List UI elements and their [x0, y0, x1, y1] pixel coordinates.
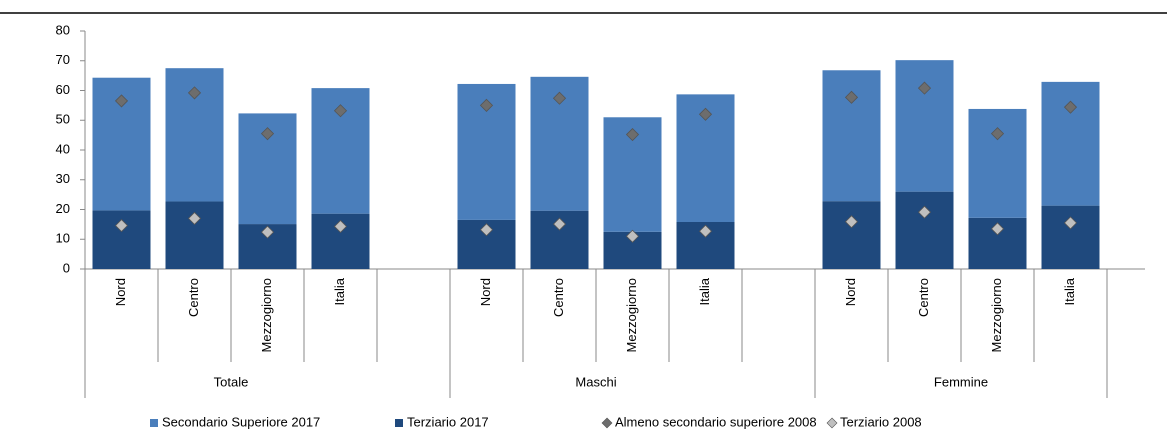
- legend-label: Terziario 2017: [407, 414, 489, 429]
- x-tick-label: Italia: [1062, 277, 1077, 305]
- marker: [625, 127, 640, 142]
- y-tick-label: 0: [63, 260, 70, 275]
- marker: [187, 86, 202, 100]
- group-label: Femmine: [934, 374, 988, 389]
- x-tick-label: Centro: [186, 278, 201, 317]
- marker: [114, 94, 129, 108]
- marker: [698, 107, 713, 121]
- marker: [990, 222, 1005, 236]
- marker: [1063, 100, 1078, 114]
- bar-segment: [822, 201, 881, 269]
- x-tick-label: Nord: [113, 278, 128, 306]
- legend-label: Secondario Superiore 2017: [162, 414, 320, 429]
- y-tick-label: 10: [56, 231, 70, 246]
- x-tick-label: Centro: [551, 278, 566, 317]
- x-tick-label: Mezzogiorno: [259, 278, 274, 352]
- marker: [187, 211, 202, 225]
- x-tick-label: Nord: [478, 278, 493, 306]
- marker: [333, 219, 348, 234]
- marker: [260, 127, 275, 141]
- y-tick-label: 40: [56, 141, 70, 156]
- bar-segment: [1041, 81, 1100, 206]
- marker: [625, 229, 640, 243]
- y-tick-label: 20: [56, 201, 70, 216]
- y-tick-label: 80: [56, 22, 70, 37]
- marker: [479, 223, 494, 237]
- bar-segment: [895, 191, 954, 269]
- x-tick-label: Centro: [916, 278, 931, 317]
- group-label: Totale: [214, 374, 249, 389]
- marker: [333, 104, 348, 118]
- marker: [260, 225, 275, 239]
- y-tick-label: 70: [56, 52, 70, 67]
- legend-swatch: [395, 419, 403, 427]
- marker: [479, 98, 494, 112]
- marker: [844, 90, 859, 104]
- marker: [698, 224, 713, 238]
- group-label: Maschi: [575, 374, 616, 389]
- x-tick-label: Italia: [332, 277, 347, 305]
- bar-segment: [822, 70, 881, 202]
- x-tick-label: Mezzogiorno: [989, 278, 1004, 352]
- legend-swatch: [826, 417, 838, 429]
- y-tick-label: 30: [56, 171, 70, 186]
- legend-label: Terziario 2008: [840, 414, 922, 429]
- bar-segment: [1041, 205, 1100, 269]
- marker: [917, 205, 932, 219]
- bar-segment: [165, 201, 224, 269]
- x-tick-label: Italia: [697, 277, 712, 305]
- bar-segment: [895, 60, 954, 192]
- legend-swatch: [601, 417, 613, 429]
- legend-label: Almeno secondario superiore 2008: [615, 414, 817, 429]
- x-tick-label: Nord: [843, 278, 858, 306]
- x-tick-label: Mezzogiorno: [624, 278, 639, 352]
- marker: [552, 217, 567, 231]
- marker: [552, 91, 567, 105]
- marker: [844, 215, 859, 229]
- y-tick-label: 60: [56, 82, 70, 97]
- legend-swatch: [150, 419, 158, 427]
- marker: [114, 218, 129, 233]
- y-tick-label: 50: [56, 112, 70, 127]
- marker: [990, 127, 1005, 141]
- bar-segment: [968, 108, 1027, 218]
- marker: [1063, 216, 1078, 230]
- marker: [917, 81, 932, 95]
